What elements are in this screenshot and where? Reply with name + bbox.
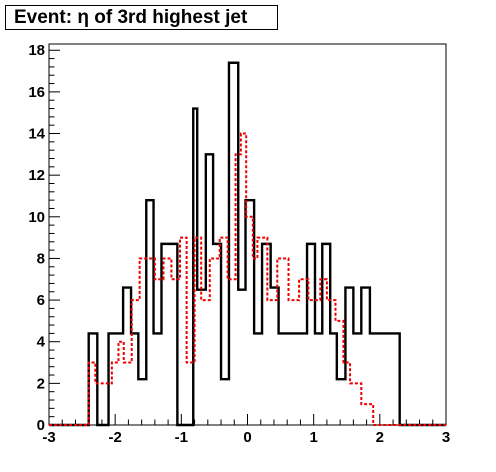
y-tick-label: 10: [28, 209, 45, 226]
y-tick-label: 18: [28, 42, 45, 59]
y-tick-label: 6: [37, 292, 45, 309]
histogram-series: [49, 61, 446, 427]
y-tick-label: 2: [37, 375, 45, 392]
x-tick-label: 3: [442, 429, 450, 446]
y-tick-label: 14: [28, 126, 45, 143]
x-tick-label: 2: [376, 429, 384, 446]
x-tick-label: -1: [175, 429, 188, 446]
histogram-series-dashed-red: [49, 132, 446, 426]
y-tick-label: 0: [37, 417, 45, 434]
x-tick-label: 1: [309, 429, 317, 446]
x-tick-label: -3: [42, 429, 55, 446]
x-tick-label: -2: [108, 429, 121, 446]
y-tick-label: 12: [28, 167, 45, 184]
y-tick-label: 4: [37, 334, 46, 351]
x-tick-label: 0: [243, 429, 251, 446]
histogram-series-solid-black: [49, 61, 446, 427]
chart-title: Event: η of 3rd highest jet: [5, 5, 278, 30]
y-tick-label: 16: [28, 84, 45, 101]
y-tick-label: 8: [37, 250, 45, 267]
